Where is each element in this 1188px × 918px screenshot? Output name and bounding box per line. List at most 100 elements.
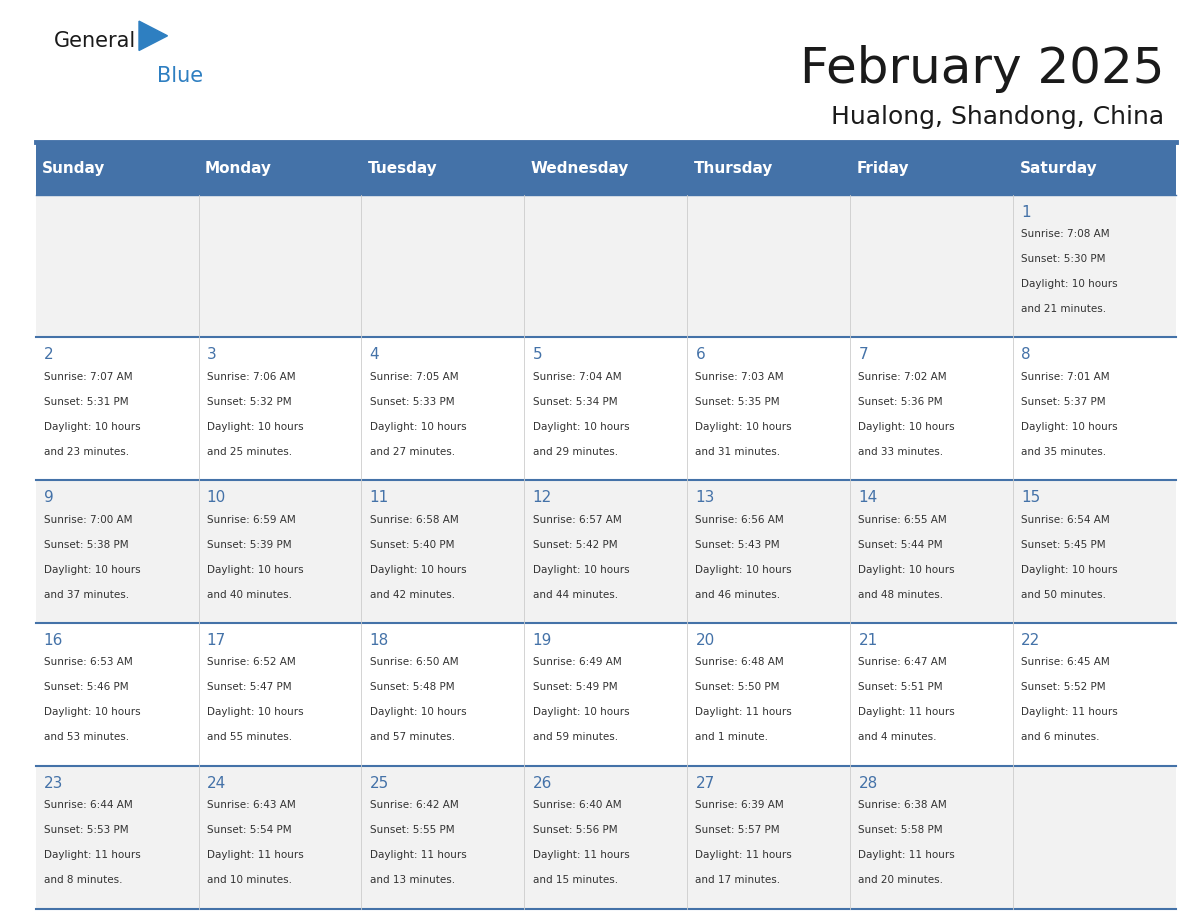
Text: and 23 minutes.: and 23 minutes. bbox=[44, 447, 129, 457]
Text: Sunrise: 7:00 AM: Sunrise: 7:00 AM bbox=[44, 515, 132, 524]
Text: and 53 minutes.: and 53 minutes. bbox=[44, 733, 129, 743]
Text: Daylight: 10 hours: Daylight: 10 hours bbox=[207, 708, 303, 717]
Text: and 44 minutes.: and 44 minutes. bbox=[532, 589, 618, 599]
Text: 17: 17 bbox=[207, 633, 226, 648]
Text: Sunset: 5:45 PM: Sunset: 5:45 PM bbox=[1022, 540, 1106, 550]
Text: Sunrise: 7:04 AM: Sunrise: 7:04 AM bbox=[532, 372, 621, 382]
Text: and 15 minutes.: and 15 minutes. bbox=[532, 875, 618, 885]
Text: Friday: Friday bbox=[857, 161, 909, 176]
Text: and 42 minutes.: and 42 minutes. bbox=[369, 589, 455, 599]
Text: 20: 20 bbox=[695, 633, 715, 648]
Text: Sunset: 5:55 PM: Sunset: 5:55 PM bbox=[369, 825, 454, 835]
Text: 12: 12 bbox=[532, 490, 551, 505]
Text: Daylight: 10 hours: Daylight: 10 hours bbox=[207, 565, 303, 575]
Text: Sunset: 5:33 PM: Sunset: 5:33 PM bbox=[369, 397, 454, 407]
Text: and 29 minutes.: and 29 minutes. bbox=[532, 447, 618, 457]
Bar bbox=[36, 142, 1176, 195]
Text: Daylight: 11 hours: Daylight: 11 hours bbox=[44, 850, 140, 860]
Text: Sunrise: 6:53 AM: Sunrise: 6:53 AM bbox=[44, 657, 133, 667]
Text: Sunset: 5:48 PM: Sunset: 5:48 PM bbox=[369, 682, 454, 692]
Text: and 59 minutes.: and 59 minutes. bbox=[532, 733, 618, 743]
Text: 19: 19 bbox=[532, 633, 552, 648]
Text: 14: 14 bbox=[859, 490, 878, 505]
Text: Sunset: 5:42 PM: Sunset: 5:42 PM bbox=[532, 540, 618, 550]
Text: Daylight: 10 hours: Daylight: 10 hours bbox=[1022, 421, 1118, 431]
Text: Sunrise: 6:45 AM: Sunrise: 6:45 AM bbox=[1022, 657, 1110, 667]
Text: and 35 minutes.: and 35 minutes. bbox=[1022, 447, 1106, 457]
Text: 4: 4 bbox=[369, 347, 379, 363]
Text: and 37 minutes.: and 37 minutes. bbox=[44, 589, 129, 599]
Text: and 21 minutes.: and 21 minutes. bbox=[1022, 304, 1106, 314]
Bar bbox=[36, 480, 1176, 623]
Text: Daylight: 11 hours: Daylight: 11 hours bbox=[859, 850, 955, 860]
Text: and 31 minutes.: and 31 minutes. bbox=[695, 447, 781, 457]
Text: and 40 minutes.: and 40 minutes. bbox=[207, 589, 292, 599]
Text: Daylight: 10 hours: Daylight: 10 hours bbox=[369, 565, 466, 575]
Text: Daylight: 10 hours: Daylight: 10 hours bbox=[44, 708, 140, 717]
Text: and 6 minutes.: and 6 minutes. bbox=[1022, 733, 1100, 743]
Bar bbox=[36, 195, 1176, 338]
Text: Daylight: 10 hours: Daylight: 10 hours bbox=[369, 708, 466, 717]
Text: 18: 18 bbox=[369, 633, 388, 648]
Text: Sunrise: 6:52 AM: Sunrise: 6:52 AM bbox=[207, 657, 296, 667]
Text: Daylight: 10 hours: Daylight: 10 hours bbox=[695, 421, 792, 431]
Text: 22: 22 bbox=[1022, 633, 1041, 648]
Text: Sunset: 5:46 PM: Sunset: 5:46 PM bbox=[44, 682, 128, 692]
Text: Sunrise: 7:07 AM: Sunrise: 7:07 AM bbox=[44, 372, 132, 382]
Text: 16: 16 bbox=[44, 633, 63, 648]
Text: General: General bbox=[55, 31, 137, 51]
Text: 27: 27 bbox=[695, 776, 715, 791]
Text: Sunrise: 6:38 AM: Sunrise: 6:38 AM bbox=[859, 800, 947, 811]
Text: Sunset: 5:36 PM: Sunset: 5:36 PM bbox=[859, 397, 943, 407]
Text: 11: 11 bbox=[369, 490, 388, 505]
Text: and 20 minutes.: and 20 minutes. bbox=[859, 875, 943, 885]
Text: Sunset: 5:34 PM: Sunset: 5:34 PM bbox=[532, 397, 618, 407]
Text: Sunrise: 6:48 AM: Sunrise: 6:48 AM bbox=[695, 657, 784, 667]
Text: and 17 minutes.: and 17 minutes. bbox=[695, 875, 781, 885]
Text: and 25 minutes.: and 25 minutes. bbox=[207, 447, 292, 457]
Text: Daylight: 10 hours: Daylight: 10 hours bbox=[1022, 279, 1118, 289]
Text: Sunrise: 6:59 AM: Sunrise: 6:59 AM bbox=[207, 515, 296, 524]
Text: Sunrise: 6:57 AM: Sunrise: 6:57 AM bbox=[532, 515, 621, 524]
Text: Thursday: Thursday bbox=[694, 161, 773, 176]
Text: 26: 26 bbox=[532, 776, 552, 791]
Text: Sunrise: 7:06 AM: Sunrise: 7:06 AM bbox=[207, 372, 296, 382]
Text: 23: 23 bbox=[44, 776, 63, 791]
Text: Sunset: 5:54 PM: Sunset: 5:54 PM bbox=[207, 825, 291, 835]
Text: Sunset: 5:31 PM: Sunset: 5:31 PM bbox=[44, 397, 128, 407]
Text: Sunrise: 6:39 AM: Sunrise: 6:39 AM bbox=[695, 800, 784, 811]
Text: and 46 minutes.: and 46 minutes. bbox=[695, 589, 781, 599]
Text: Daylight: 10 hours: Daylight: 10 hours bbox=[44, 565, 140, 575]
Text: Sunrise: 7:05 AM: Sunrise: 7:05 AM bbox=[369, 372, 459, 382]
Text: Tuesday: Tuesday bbox=[368, 161, 437, 176]
Text: Daylight: 11 hours: Daylight: 11 hours bbox=[369, 850, 467, 860]
Bar bbox=[36, 338, 1176, 480]
Text: Sunset: 5:35 PM: Sunset: 5:35 PM bbox=[695, 397, 781, 407]
Text: Sunrise: 6:43 AM: Sunrise: 6:43 AM bbox=[207, 800, 296, 811]
Text: 25: 25 bbox=[369, 776, 388, 791]
Text: Sunset: 5:43 PM: Sunset: 5:43 PM bbox=[695, 540, 781, 550]
Text: Sunrise: 6:47 AM: Sunrise: 6:47 AM bbox=[859, 657, 947, 667]
Text: 1: 1 bbox=[1022, 205, 1031, 219]
Text: and 10 minutes.: and 10 minutes. bbox=[207, 875, 292, 885]
Text: Daylight: 10 hours: Daylight: 10 hours bbox=[695, 565, 792, 575]
Text: Daylight: 10 hours: Daylight: 10 hours bbox=[207, 421, 303, 431]
Text: and 50 minutes.: and 50 minutes. bbox=[1022, 589, 1106, 599]
Text: Daylight: 10 hours: Daylight: 10 hours bbox=[859, 421, 955, 431]
Text: Sunrise: 6:54 AM: Sunrise: 6:54 AM bbox=[1022, 515, 1110, 524]
Text: 9: 9 bbox=[44, 490, 53, 505]
Text: Sunrise: 6:40 AM: Sunrise: 6:40 AM bbox=[532, 800, 621, 811]
Text: and 13 minutes.: and 13 minutes. bbox=[369, 875, 455, 885]
Text: 2: 2 bbox=[44, 347, 53, 363]
Text: Daylight: 11 hours: Daylight: 11 hours bbox=[1022, 708, 1118, 717]
Text: 5: 5 bbox=[532, 347, 542, 363]
Text: Sunset: 5:50 PM: Sunset: 5:50 PM bbox=[695, 682, 781, 692]
Text: 3: 3 bbox=[207, 347, 216, 363]
Text: Daylight: 10 hours: Daylight: 10 hours bbox=[1022, 565, 1118, 575]
Text: Daylight: 10 hours: Daylight: 10 hours bbox=[369, 421, 466, 431]
Text: Sunset: 5:57 PM: Sunset: 5:57 PM bbox=[695, 825, 781, 835]
Text: 8: 8 bbox=[1022, 347, 1031, 363]
Text: Sunday: Sunday bbox=[42, 161, 106, 176]
Text: Sunrise: 7:03 AM: Sunrise: 7:03 AM bbox=[695, 372, 784, 382]
Text: 24: 24 bbox=[207, 776, 226, 791]
